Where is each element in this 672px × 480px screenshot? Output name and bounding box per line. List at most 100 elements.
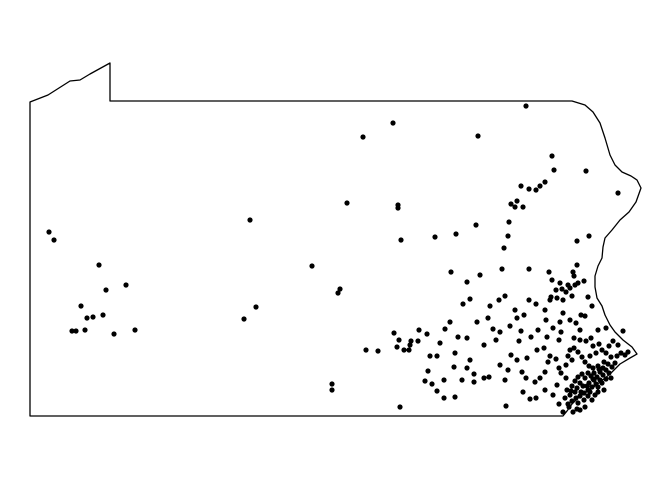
map-point [432, 234, 438, 240]
map-point [496, 297, 502, 303]
map-point [425, 368, 431, 374]
map-point [573, 395, 579, 401]
map-point [464, 335, 470, 341]
map-point [605, 361, 611, 367]
map-point [485, 315, 491, 321]
map-point [563, 362, 569, 368]
points-layer [46, 103, 631, 415]
map-point [569, 398, 575, 404]
map-point [103, 287, 109, 293]
map-point [533, 187, 539, 193]
map-point [589, 397, 595, 403]
map-point [567, 285, 573, 291]
map-point [591, 370, 597, 376]
map-point [544, 334, 550, 340]
map-point [523, 103, 529, 109]
map-point [574, 262, 580, 268]
map-point [603, 325, 609, 331]
map-point [583, 338, 589, 344]
map-point [625, 349, 631, 355]
map-point [441, 395, 447, 401]
map-point [422, 378, 428, 384]
map-point [603, 376, 609, 382]
map-point [100, 312, 106, 318]
map-point [582, 375, 588, 381]
map-point [481, 375, 487, 381]
map-point [582, 404, 588, 410]
map-point [562, 395, 568, 401]
map-point [481, 342, 487, 348]
map-point [590, 365, 596, 371]
map-point [394, 344, 400, 350]
map-point [586, 363, 592, 369]
map-point [569, 293, 575, 299]
map-point [568, 388, 574, 394]
map-point [573, 320, 579, 326]
map-point [84, 315, 90, 321]
map-point [523, 375, 529, 381]
map-point [585, 294, 591, 300]
map-point [578, 389, 584, 395]
map-point [487, 303, 493, 309]
map-point [415, 338, 421, 344]
map-point [567, 347, 573, 353]
map-point [593, 350, 599, 356]
map-point [575, 400, 581, 406]
map-point [363, 347, 369, 353]
map-point [570, 409, 576, 415]
map-point [571, 273, 577, 279]
map-point [567, 317, 573, 323]
map-point [549, 277, 555, 283]
map-point [596, 366, 602, 372]
map-point [459, 377, 465, 383]
map-point [329, 387, 335, 393]
map-point [614, 353, 620, 359]
map-point [571, 335, 577, 341]
map-point [467, 296, 473, 302]
map-point [587, 389, 593, 395]
map-point [395, 205, 401, 211]
map-point [241, 316, 247, 322]
map-point [542, 369, 548, 375]
map-point [579, 371, 585, 377]
map-point [567, 392, 573, 398]
map-point [546, 269, 552, 275]
map-point [69, 328, 75, 334]
map-point [563, 375, 569, 381]
map-point [534, 347, 540, 353]
map-point [508, 352, 514, 358]
map-point [533, 395, 539, 401]
map-point [603, 350, 609, 356]
map-point [571, 345, 577, 351]
map-point [595, 384, 601, 390]
map-point [569, 357, 575, 363]
map-point [518, 183, 524, 189]
map-point [553, 356, 559, 362]
map-point [520, 204, 526, 210]
map-point [608, 354, 614, 360]
map-point [590, 376, 596, 382]
map-point [582, 313, 588, 319]
map-point [408, 338, 414, 344]
map-point [460, 301, 466, 307]
map-point [73, 328, 79, 334]
map-point [560, 297, 566, 303]
map-point [551, 167, 557, 173]
map-point [564, 387, 570, 393]
map-point [589, 303, 595, 309]
map-point [556, 337, 562, 343]
map-point [441, 377, 447, 383]
map-point [486, 374, 492, 380]
map-point [90, 314, 96, 320]
map-point [111, 331, 117, 337]
map-point [542, 307, 548, 313]
map-point [477, 272, 483, 278]
map-point [583, 168, 589, 174]
map-point [416, 327, 422, 333]
map-point [335, 290, 341, 296]
map-point [600, 365, 606, 371]
map-point [437, 340, 443, 346]
map-point [581, 397, 587, 403]
